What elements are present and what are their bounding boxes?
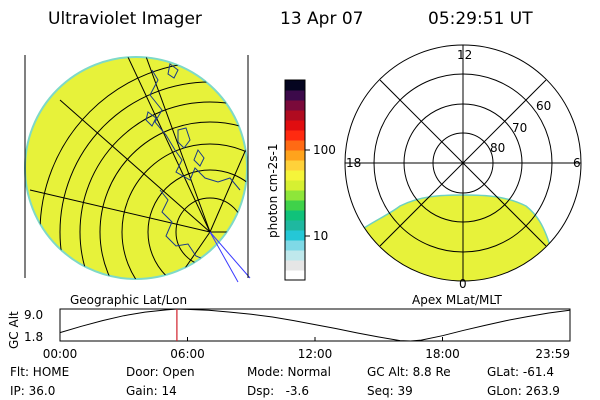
info-gc-alt: GC Alt: 8.8 Re <box>367 365 451 379</box>
colorbar-cell <box>285 150 305 161</box>
colorbar-cell <box>285 110 305 121</box>
coastline <box>149 69 241 191</box>
colorbar-cells <box>285 80 305 281</box>
colorbar-cell <box>285 120 305 131</box>
colorbar-cell <box>285 200 305 211</box>
info-glat: GLat: -61.4 <box>487 365 554 379</box>
lon-line <box>59 99 211 233</box>
mlt-label-18: 18 <box>346 156 361 170</box>
lat-ring <box>147 169 247 279</box>
info-ip: IP: 36.0 <box>10 384 55 398</box>
colorbar-cell <box>285 220 305 231</box>
mlt-label-0: 0 <box>459 277 467 291</box>
colorbar-cell <box>285 240 305 251</box>
colorbar-cell <box>285 90 305 101</box>
lon-line <box>169 231 211 279</box>
colorbar-cell <box>285 270 305 281</box>
coastline <box>159 189 211 263</box>
mlat-label-60: 60 <box>536 99 551 113</box>
polar-panel-label: Apex MLat/MLT <box>412 293 502 307</box>
altitude-xtick-marks <box>59 337 571 341</box>
colorbar-cell <box>285 160 305 171</box>
mlat-label-80: 80 <box>490 141 505 155</box>
status-info: Flt: HOME Door: Open Mode: Normal GC Alt… <box>10 365 560 398</box>
geo-emission-disk <box>24 56 248 280</box>
polar-emission-oval <box>357 194 553 281</box>
colorbar-frame <box>284 79 306 281</box>
colorbar-cell <box>285 80 305 91</box>
altitude-ylabel: GC Alt <box>7 311 21 349</box>
coastline <box>145 111 157 127</box>
altitude-xtick-2359: 23:59 <box>535 347 570 361</box>
colorbar-unit-label: photon cm-2s-1 <box>266 144 280 239</box>
info-door: Door: Open <box>126 365 195 379</box>
altitude-ytick-9: 9.0 <box>24 308 43 322</box>
colorbar-cell <box>285 260 305 271</box>
info-mode: Mode: Normal <box>247 365 331 379</box>
colorbar-cell <box>285 100 305 111</box>
info-seq: Seq: 39 <box>367 384 413 398</box>
colorbar-cell <box>285 250 305 261</box>
instrument-title: Ultraviolet Imager <box>48 9 202 29</box>
info-glon: GLon: 263.9 <box>487 384 560 398</box>
observation-date: 13 Apr 07 <box>280 9 363 29</box>
mlt-line-diagonal <box>379 79 547 247</box>
coastline <box>193 148 205 167</box>
colorbar: 100 10 photon cm-2s-1 <box>266 79 336 281</box>
info-gain: Gain: 14 <box>126 384 177 398</box>
altitude-curve <box>59 308 570 342</box>
lon-line <box>29 189 211 233</box>
mlt-label-12: 12 <box>457 48 472 62</box>
coastline <box>167 63 179 79</box>
geo-panel-label: Geographic Lat/Lon <box>70 293 187 307</box>
colorbar-tick-label-100: 100 <box>313 143 336 157</box>
colorbar-cell <box>285 210 305 221</box>
view-direction-line <box>209 231 251 279</box>
colorbar-cell <box>285 230 305 241</box>
info-flight: Flt: HOME <box>10 365 69 379</box>
altitude-plot: GC Alt 9.0 1.8 00:00 06:00 12:00 18:00 2… <box>7 308 571 361</box>
colorbar-cell <box>285 180 305 191</box>
polar-grid <box>344 44 582 282</box>
altitude-xtick-1800: 18:00 <box>425 347 460 361</box>
colorbar-cell <box>285 190 305 201</box>
lon-line <box>119 57 211 233</box>
lat-ring <box>121 143 247 279</box>
geographic-panel <box>24 55 251 283</box>
observation-time: 05:29:51 UT <box>428 9 533 29</box>
lat-ring <box>99 121 247 279</box>
altitude-xtick-0000: 00:00 <box>43 347 78 361</box>
view-direction-line <box>209 231 239 283</box>
colorbar-cell <box>285 170 305 181</box>
lon-line <box>139 57 211 233</box>
info-dsp: Dsp: -3.6 <box>247 384 309 398</box>
altitude-xtick-0600: 06:00 <box>170 347 205 361</box>
altitude-ytick-1.8: 1.8 <box>24 330 43 344</box>
colorbar-tick-label-10: 10 <box>313 229 328 243</box>
lat-ring <box>79 101 247 279</box>
polar-panel: 12 18 6 0 60 70 80 <box>344 44 582 291</box>
colorbar-cell <box>285 130 305 141</box>
coastline <box>177 127 191 149</box>
colorbar-cell <box>285 140 305 151</box>
mlat-label-70: 70 <box>512 121 527 135</box>
lon-line <box>209 139 247 233</box>
mlt-label-6: 6 <box>573 156 581 170</box>
altitude-xtick-1200: 12:00 <box>298 347 333 361</box>
